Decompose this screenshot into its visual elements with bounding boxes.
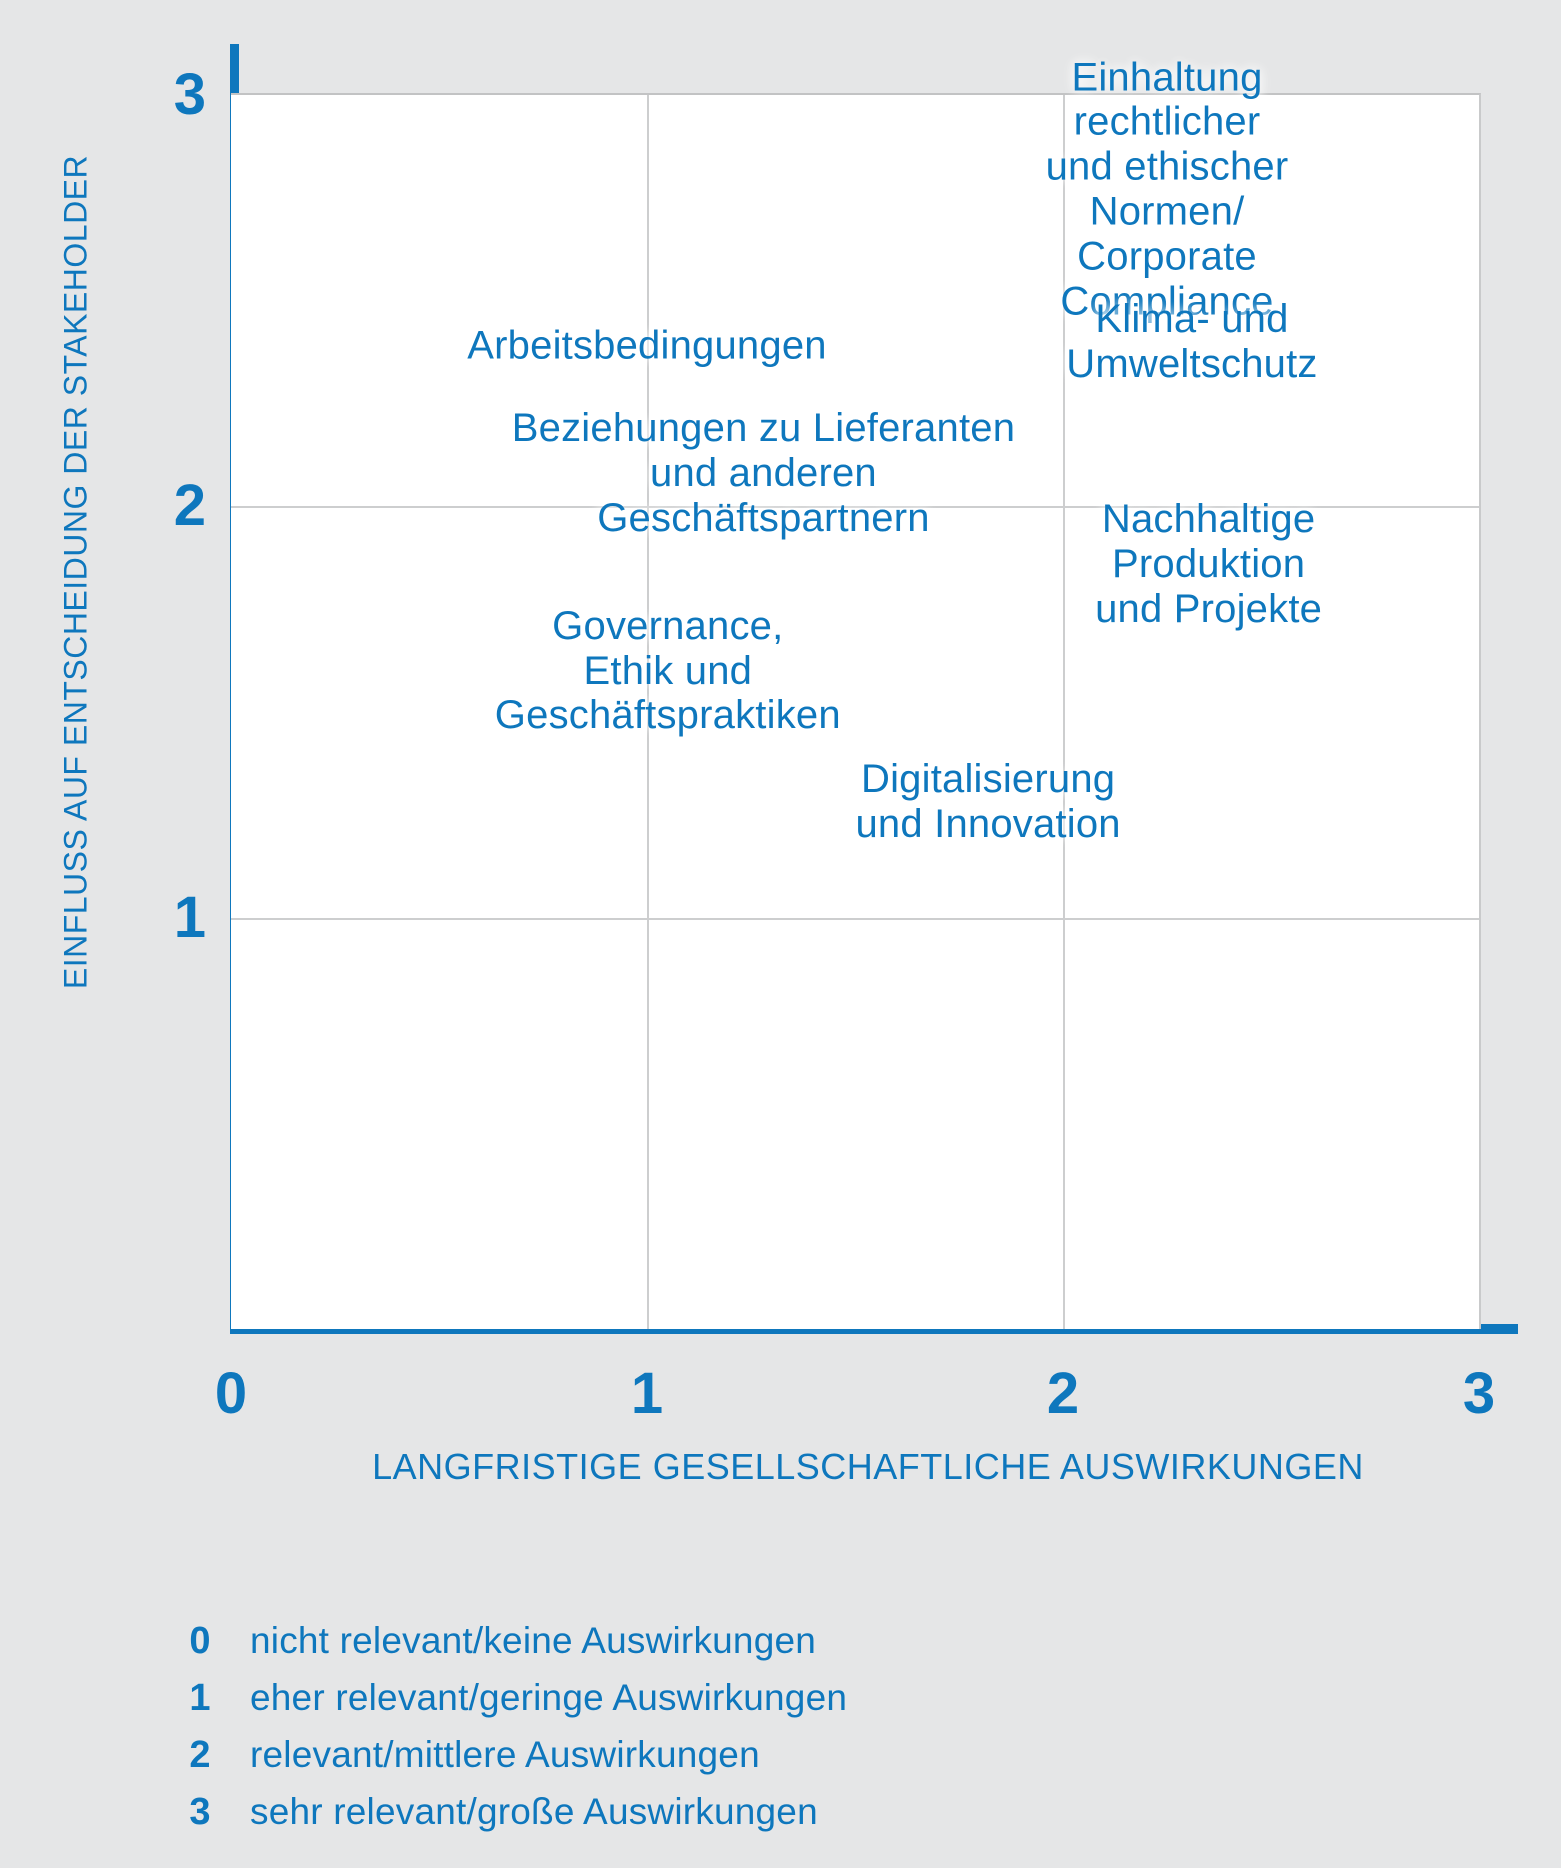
vertical-gridline [647,95,649,1329]
y-tick-label: 2 [173,473,206,539]
legend-value: 3 [189,1791,211,1833]
x-axis-title: LANGFRISTIGE GESELLSCHAFTLICHE AUSWIRKUN… [372,1446,1364,1487]
rating-scale-legend: 0 nicht relevant/keine Auswirkungen 1 eher … [176,1620,847,1848]
data-point-label: Klima- und Umweltschutz [1066,297,1318,386]
legend-label: nicht relevant/keine Auswirkungen [250,1620,817,1661]
legend-row: 3 sehr relevant/große Auswirkungen [176,1791,847,1848]
x-tick-label: 3 [1462,1361,1496,1426]
x-axis-line [230,1324,1518,1334]
x-tick-label: 2 [1046,1361,1080,1426]
data-point-label: Governance, Ethik und Geschäftspraktiken [494,603,841,738]
x-tick-label: 0 [214,1361,248,1426]
legend-label: eher relevant/geringe Auswirkungen [250,1677,848,1718]
legend-label: relevant/mittlere Auswirkungen [250,1734,760,1775]
horizontal-gridline [231,917,1479,920]
legend-value: 1 [189,1677,211,1719]
y-tick-label: 1 [173,884,206,950]
plot-area: 0 1 2 3 1 2 3 Einhaltung rechtlicher und ethisc… [174,55,1495,1422]
legend-row: 0 nicht relevant/keine Auswirkungen [176,1620,847,1677]
data-point-label: Beziehungen zu Lieferanten und anderen G… [511,406,1016,540]
data-point-label: Einhaltung rechtlicher und ethischer Nor… [1045,55,1289,324]
x-tick-label: 1 [630,1361,664,1426]
legend-row: 1 eher relevant/geringe Auswirkungen [176,1677,847,1734]
legend-label: sehr relevant/große Auswirkungen [250,1791,818,1832]
y-axis-title: EINFLUSS AUF ENTSCHEIDUNG DER STAKEHOLDE… [57,154,94,990]
legend-row: 2 relevant/mittlere Auswirkungen [176,1734,847,1791]
horizontal-gridline [231,506,1479,509]
legend-value: 0 [189,1620,211,1662]
data-point-label: Nachhaltige Produktion und Projekte [1095,496,1323,631]
y-tick-label: 3 [173,62,206,127]
legend-value: 2 [189,1734,211,1776]
data-point-label: Digitalisierung und Innovation [855,757,1121,847]
data-point-label: Arbeitsbedingungen [467,323,827,368]
vertical-gridline [1063,95,1065,1329]
